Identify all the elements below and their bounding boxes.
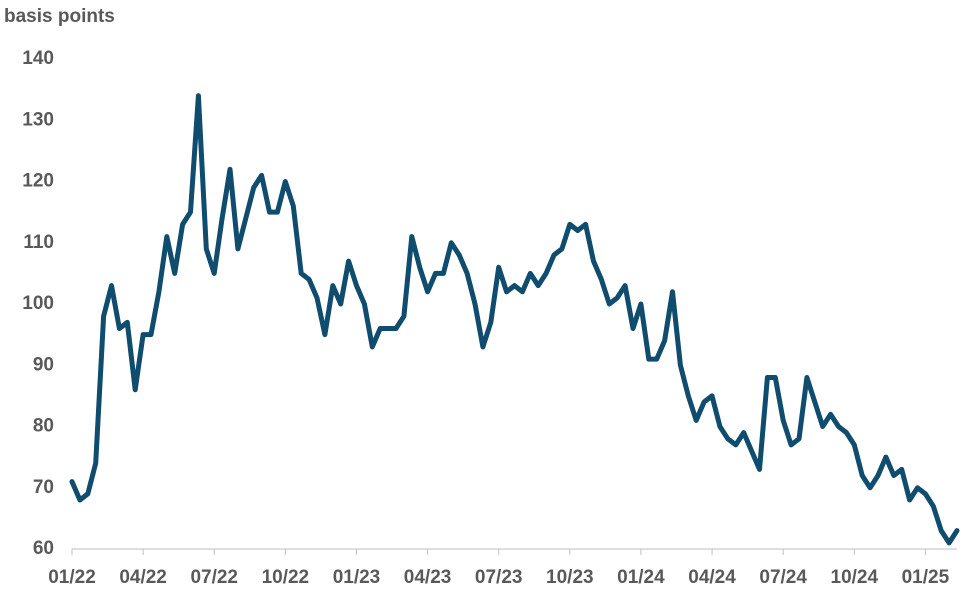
y-tick-label: 130 <box>22 109 54 130</box>
x-tick-label: 04/24 <box>688 567 736 588</box>
x-tick-label: 04/23 <box>404 567 452 588</box>
x-tick-label: 01/23 <box>333 567 381 588</box>
y-tick-label: 80 <box>33 416 54 437</box>
x-tick-label: 07/22 <box>190 567 238 588</box>
y-axis-label: basis points <box>4 6 115 27</box>
x-tick-label: 07/23 <box>475 567 523 588</box>
x-tick-label: 01/22 <box>48 567 96 588</box>
y-tick-label: 110 <box>23 232 54 253</box>
x-tick-label: 01/24 <box>617 567 665 588</box>
x-tick-label: 10/23 <box>546 567 594 588</box>
y-tick-label: 60 <box>33 538 54 559</box>
x-tick-label: 01/25 <box>902 567 950 588</box>
y-tick-label: 100 <box>22 293 54 314</box>
y-tick-label: 70 <box>33 477 54 498</box>
y-tick-label: 120 <box>22 171 54 192</box>
y-tick-label: 90 <box>33 354 54 375</box>
line-series <box>69 93 960 546</box>
x-tick-label: 10/24 <box>831 567 879 588</box>
x-tick-label: 04/22 <box>119 567 167 588</box>
x-tick-label: 10/22 <box>262 567 310 588</box>
y-tick-label: 140 <box>22 48 54 69</box>
x-tick-label: 07/24 <box>759 567 807 588</box>
